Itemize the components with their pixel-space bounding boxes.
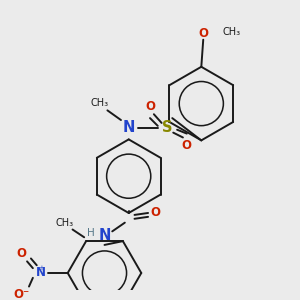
Text: H: H: [87, 228, 95, 238]
Text: O⁻: O⁻: [13, 288, 29, 300]
Text: +: +: [39, 265, 44, 271]
Text: O: O: [182, 139, 192, 152]
Text: N: N: [36, 266, 46, 280]
Text: N: N: [98, 228, 111, 243]
Text: CH₃: CH₃: [56, 218, 74, 228]
Text: O: O: [198, 27, 208, 40]
Text: O: O: [145, 100, 155, 113]
Text: S: S: [162, 120, 173, 135]
Text: CH₃: CH₃: [223, 27, 241, 37]
Text: CH₃: CH₃: [91, 98, 109, 108]
Text: O: O: [151, 206, 161, 220]
Text: N: N: [122, 120, 135, 135]
Text: O: O: [16, 247, 26, 260]
